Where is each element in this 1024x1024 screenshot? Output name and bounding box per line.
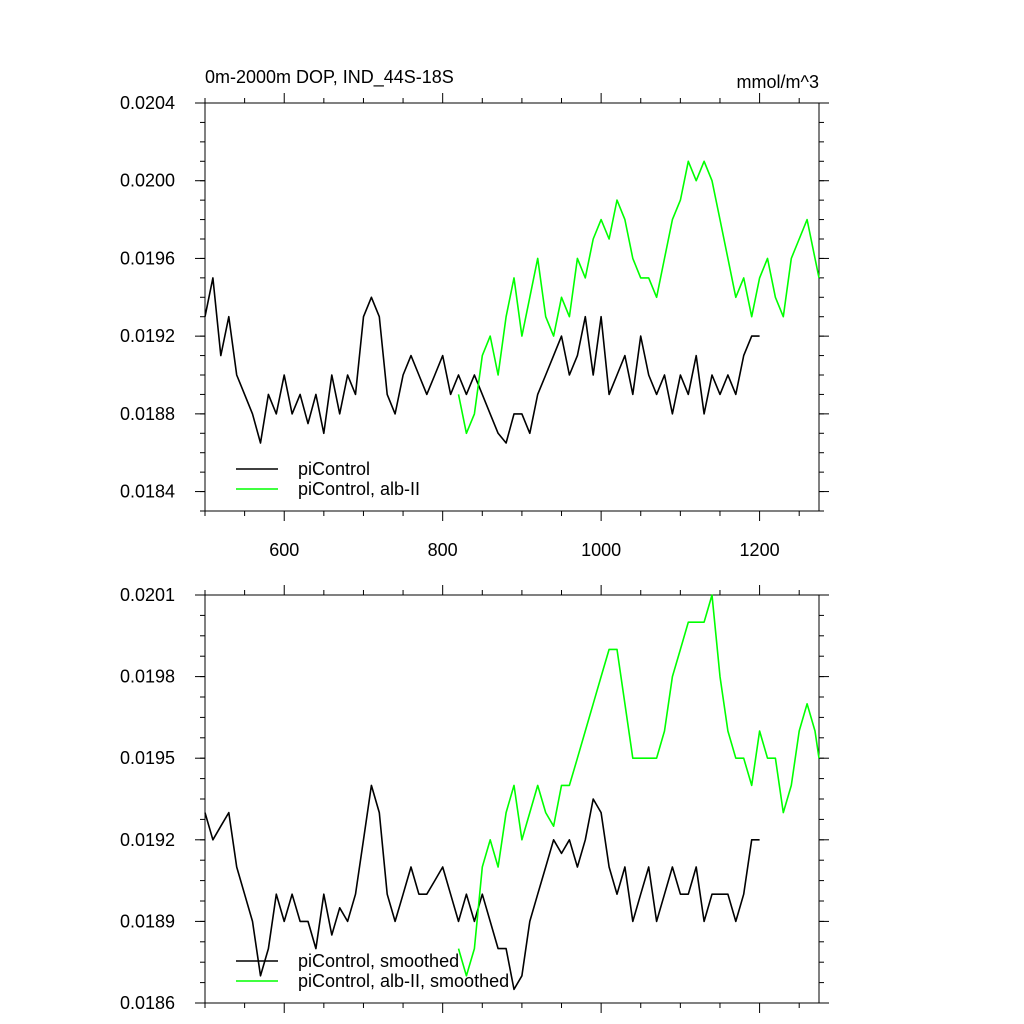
- y-tick-label: 0.0196: [120, 248, 175, 268]
- plot-frame: [204, 594, 820, 1004]
- legend-label: piControl, alb-II, smoothed: [298, 971, 509, 991]
- series-line-picontrol: [204, 784, 760, 991]
- y-tick-label: 0.0204: [120, 93, 175, 113]
- y-tick-label: 0.0189: [120, 911, 175, 931]
- series-line-picontrol: [204, 277, 760, 444]
- series-line-alb-ii: [457, 594, 820, 977]
- y-tick-label: 0.0195: [120, 748, 175, 768]
- y-tick-label: 0.0198: [120, 667, 175, 687]
- bottom-panel: 0.0186 0.0189 0.0192 0.0195 0.0198 0.0201 piCo…: [120, 585, 829, 1013]
- y-tick-label: 0.0200: [120, 171, 175, 191]
- y-tick-label: 0.0186: [120, 993, 175, 1013]
- plot-frame: [204, 102, 820, 512]
- legend-label: piControl, alb-II: [298, 479, 420, 499]
- y-tick-label: 0.0192: [120, 326, 175, 346]
- x-tick-label: 600: [269, 540, 299, 560]
- x-tick-label: 1200: [740, 540, 780, 560]
- top-panel: 0m-2000m DOP, IND_44S-18S mmol/m^3 0.018…: [120, 67, 829, 560]
- series-line-alb-ii: [457, 160, 820, 435]
- legend-label: piControl, smoothed: [298, 951, 459, 971]
- y-tick-label: 0.0184: [120, 482, 175, 502]
- y-tick-label: 0.0192: [120, 830, 175, 850]
- legend-label: piControl: [298, 459, 370, 479]
- x-tick-label: 800: [428, 540, 458, 560]
- panel-title: 0m-2000m DOP, IND_44S-18S: [205, 67, 454, 88]
- y-tick-label: 0.0201: [120, 585, 175, 605]
- panel-units: mmol/m^3: [737, 72, 819, 92]
- x-tick-label: 1000: [581, 540, 621, 560]
- y-tick-label: 0.0188: [120, 404, 175, 424]
